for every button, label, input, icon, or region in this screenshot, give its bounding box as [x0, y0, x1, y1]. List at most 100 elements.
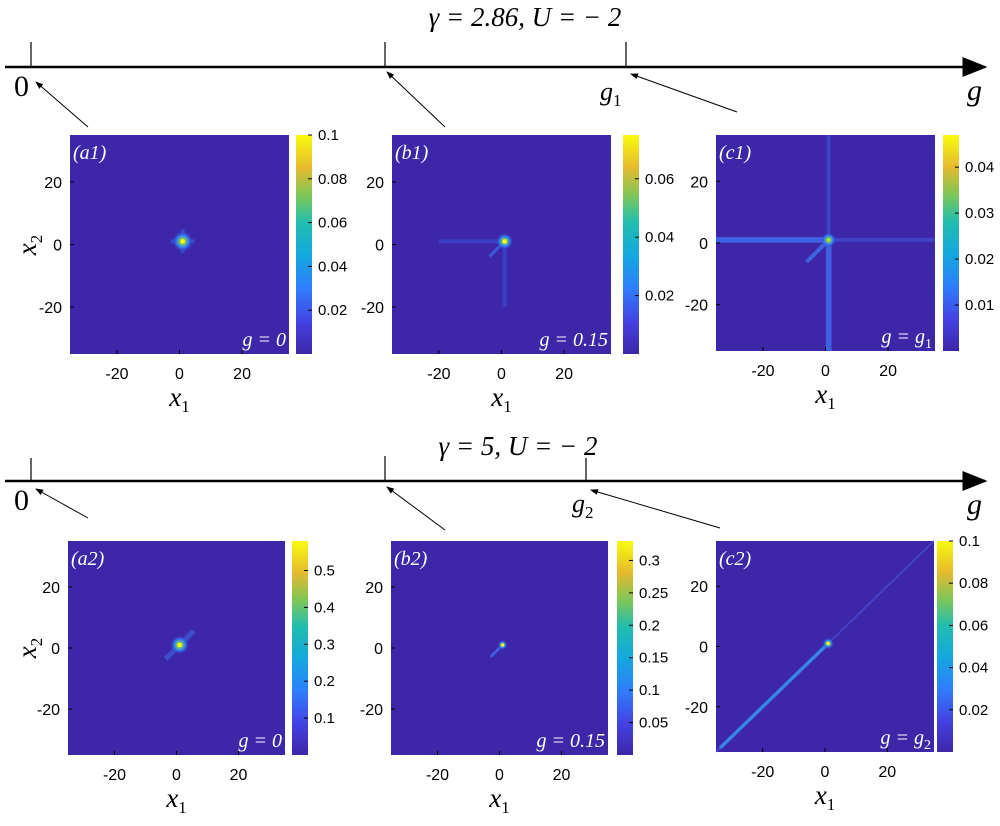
heatmap-panels: -20 0 20 20 0 -20 x1 (a1) g = 0 0.1 0.08 0.06 0.04 0.…: [37, 127, 994, 817]
panel-g-value-label: g = 0.15: [540, 329, 609, 351]
y-tick-label: 20: [690, 174, 708, 191]
density-diagonal: [718, 642, 830, 750]
colorbar-tick-label: 0.15: [639, 650, 668, 667]
x-tick-label: 20: [879, 363, 897, 380]
colorbar-tick-label: 0.02: [318, 302, 347, 319]
row-2-pointer-a: [35, 488, 89, 519]
x-axis-label: x1: [814, 379, 835, 413]
row-2-pointer-c: [590, 489, 721, 529]
y-tick-label: -20: [360, 702, 383, 719]
y-tick-label: 20: [42, 580, 60, 597]
colorbar-tick-label: 0.5: [314, 563, 335, 580]
colorbar-tick-label: 0.03: [965, 205, 994, 222]
x-tick-label: -20: [751, 363, 774, 380]
density-streak: [716, 236, 829, 243]
panel-label: (c1): [719, 142, 752, 164]
row-1: γ = 2.86, U = − 2 0 g1 g x2: [5, 2, 988, 256]
row-1-pointer-b: [386, 71, 446, 128]
row-2: γ = 5, U = − 2 0 g2 g x2: [5, 431, 988, 659]
x-axis-label: x1: [488, 783, 509, 817]
panel-label: (c2): [719, 548, 752, 570]
x-axis-label: x1: [490, 382, 511, 416]
heatmap-panel-1-3: -20 0 20 20 0 -20 x1 (c1) g = g1 0.04 0.03 0.02 0.01: [685, 135, 994, 413]
colorbar-tick-label: 0.1: [314, 710, 335, 727]
y-tick-label: 0: [699, 236, 708, 253]
panel-g-value-label: g = g1: [882, 326, 933, 352]
colorbar-tick-label: 0.02: [645, 288, 674, 305]
row-1-pointer-c: [630, 73, 738, 113]
row-2-ylabel: x2: [12, 638, 46, 659]
x-tick-label: 0: [821, 363, 830, 380]
density-peak-core: [501, 643, 505, 647]
x-axis-label: x1: [814, 780, 835, 814]
row-1-pointer-a: [35, 81, 89, 128]
colorbar-tick-label: 0.06: [645, 171, 674, 188]
x-tick-label: 0: [497, 366, 506, 383]
colorbar-tick-label: 0.04: [959, 660, 988, 677]
colorbar-tick-label: 0.08: [959, 575, 988, 592]
colorbar-tick-label: 0.1: [959, 533, 980, 550]
panel-label: (a1): [73, 142, 107, 164]
x-tick-label: 20: [878, 764, 896, 781]
colorbar-tick-label: 0.3: [639, 552, 660, 569]
row-2-pointer-b: [386, 486, 446, 531]
colorbar-tick-label: 0.04: [645, 229, 674, 246]
colorbar-tick-label: 0.04: [965, 159, 994, 176]
panel-g-value-label: g = 0: [243, 329, 287, 351]
x-tick-label: 0: [821, 764, 830, 781]
x-tick-label: 20: [233, 366, 251, 383]
colorbar: [623, 135, 639, 354]
colorbar-tick-label: 0.06: [318, 215, 347, 232]
y-tick-label: 20: [366, 175, 384, 192]
y-tick-label: 0: [53, 238, 62, 255]
density-peak: [820, 231, 837, 248]
colorbar-tick-label: 0.4: [314, 599, 335, 616]
colorbar-tick-label: 0.05: [639, 715, 668, 732]
colorbar-tick-label: 0.04: [318, 258, 347, 275]
x-tick-label: -20: [427, 366, 450, 383]
row-2-axis-arrow-label: g: [967, 488, 982, 521]
panel-label: (b1): [395, 142, 429, 164]
y-tick-label: 0: [375, 238, 384, 255]
heatmap-panel-2-1: -20 0 20 20 0 -20 x1 (a2) g = 0 0.5 0.4 0.3 0.2 0.1: [37, 541, 335, 817]
row-1-origin-label: 0: [14, 70, 29, 103]
y-tick-label: 0: [51, 641, 60, 658]
colorbar-tick-label: 0.02: [965, 251, 994, 268]
heatmap-panel-1-1: -20 0 20 20 0 -20 x1 (a1) g = 0 0.1 0.08 0.06 0.04 0.…: [39, 127, 347, 416]
panel-g-value-label: g = g2: [881, 727, 932, 753]
colorbar-tick-label: 0.01: [965, 297, 994, 314]
row-1-ylabel: x2: [12, 235, 46, 256]
colorbar-tick-label: 0.1: [318, 127, 339, 144]
x-tick-label: -20: [426, 767, 449, 784]
row-1-title: γ = 2.86, U = − 2: [429, 2, 622, 32]
density-features: [163, 629, 196, 661]
density-features: [716, 135, 935, 351]
y-tick-label: -20: [39, 300, 62, 317]
x-axis-label: x1: [168, 382, 189, 416]
colorbar-tick-label: 0.08: [318, 171, 347, 188]
row-2-origin-label: 0: [14, 484, 29, 517]
colorbar: [943, 135, 959, 351]
density-peak-core: [180, 239, 185, 244]
y-tick-label: 0: [374, 641, 383, 658]
colorbar-tick-label: 0.25: [639, 585, 668, 602]
density-features: [170, 229, 195, 254]
colorbar-tick-label: 0.1: [639, 682, 660, 699]
colorbar: [617, 541, 633, 755]
colorbar: [937, 541, 953, 752]
y-tick-label: 20: [44, 175, 62, 192]
x-tick-label: 20: [230, 767, 248, 784]
colorbar-tick-label: 0.06: [959, 617, 988, 634]
row-1-axis-arrow-label: g: [967, 74, 982, 107]
colorbar-tick-label: 0.02: [959, 702, 988, 719]
panel-label: (a2): [71, 548, 105, 570]
x-axis-label: x1: [165, 783, 186, 817]
y-tick-label: 20: [690, 579, 708, 596]
y-tick-label: 20: [365, 580, 383, 597]
y-tick-label: -20: [685, 298, 708, 315]
heatmap-panel-1-2: -20 0 20 20 0 -20 x1 (b1) g = 0.15 0.06 0.04 0.02: [361, 135, 674, 416]
row-2-title: γ = 5, U = − 2: [438, 431, 597, 461]
y-tick-label: -20: [361, 300, 384, 317]
row-1-critical-label: g1: [600, 77, 622, 110]
